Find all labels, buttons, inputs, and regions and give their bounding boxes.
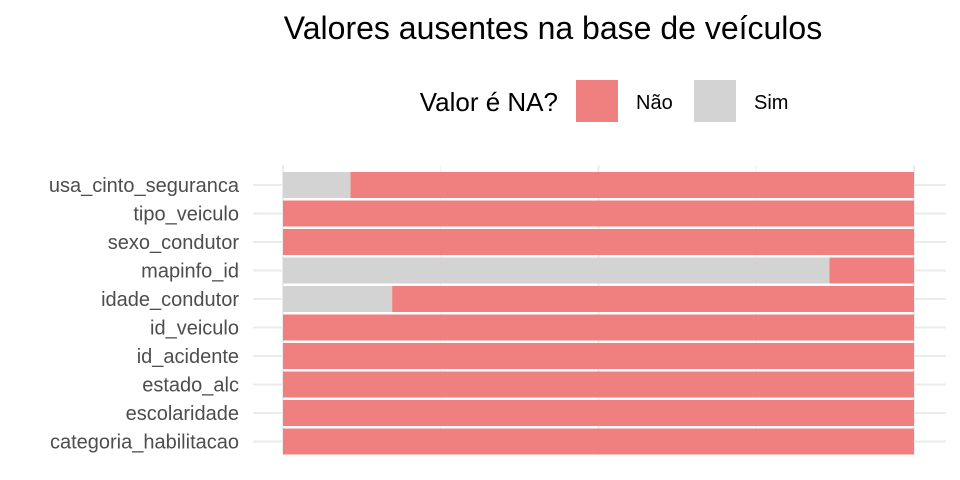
y-tick-label: categoria_habilitacao [50, 432, 239, 454]
y-axis-labels: usa_cinto_seguranca tipo_veiculo sexo_cond… [49, 175, 240, 454]
bar-segment-nao [283, 400, 914, 426]
bar-segment-nao [283, 314, 914, 341]
bar-segment-sim [283, 172, 351, 198]
bars [283, 172, 915, 455]
y-tick-label: mapinfo_id [141, 261, 239, 283]
y-tick-label: id_acidente [137, 346, 239, 368]
legend-swatch-sim [694, 80, 736, 122]
y-tick-label: tipo_veiculo [133, 204, 239, 226]
bar-segment-nao [283, 343, 914, 369]
y-tick-label: usa_cinto_seguranca [49, 175, 240, 197]
bar-segment-nao [283, 229, 914, 255]
bar-segment-nao [829, 257, 914, 284]
y-tick-label: sexo_condutor [108, 232, 240, 254]
y-tick-label: id_veiculo [150, 318, 239, 340]
bar-segment-nao [283, 371, 914, 398]
bar-segment-sim [283, 257, 830, 284]
legend-label-sim: Sim [754, 92, 788, 114]
plot-area: usa_cinto_seguranca tipo_veiculo sexo_cond… [49, 165, 946, 455]
legend-label-nao: Não [636, 92, 673, 114]
legend: Valor é NA? Não Sim [420, 80, 788, 122]
y-tick-label: estado_alc [142, 375, 239, 397]
y-tick-label: idade_condutor [101, 289, 239, 311]
bar-segment-sim [283, 286, 393, 312]
bar-segment-nao [350, 172, 915, 198]
legend-title: Valor é NA? [420, 87, 558, 117]
chart-title: Valores ausentes na base de veículos [284, 10, 822, 46]
bar-segment-nao [283, 428, 914, 455]
legend-swatch-nao [576, 80, 618, 122]
bar-segment-nao [392, 286, 915, 312]
bar-segment-nao [283, 200, 914, 227]
y-tick-label: escolaridade [126, 403, 239, 425]
